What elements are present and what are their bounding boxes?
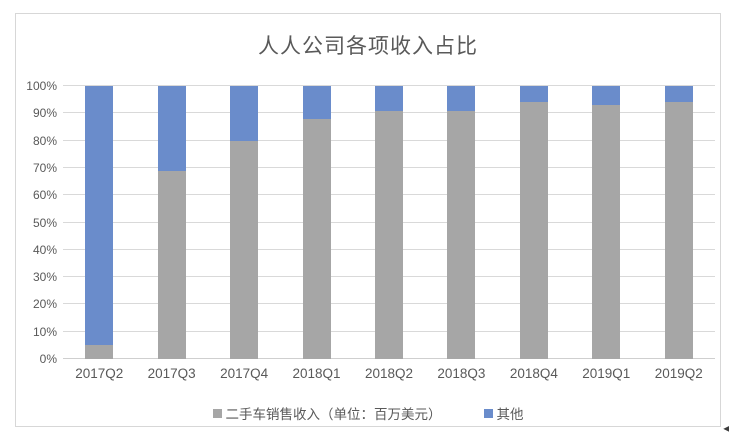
y-tick-label: 100% bbox=[26, 79, 57, 93]
legend-label: 其他 bbox=[496, 407, 524, 422]
bar-segment bbox=[157, 86, 186, 171]
legend-swatch-icon bbox=[483, 408, 493, 418]
bar-column-2017Q4 bbox=[208, 86, 280, 359]
bar-segment bbox=[157, 170, 186, 359]
y-tick-label: 20% bbox=[32, 297, 57, 312]
chart-frame: 人人公司各项收入占比 0% 10% 20% 30% 40% 50% 60% 70% 80% 90%… bbox=[15, 13, 721, 427]
bar-segment bbox=[519, 86, 548, 103]
bar-segment bbox=[447, 86, 476, 111]
gridline bbox=[63, 85, 715, 86]
x-tick-label: 2017Q4 bbox=[220, 366, 269, 381]
bar-segment bbox=[85, 345, 114, 359]
bar-segment bbox=[664, 102, 693, 359]
bar-segment bbox=[592, 86, 621, 106]
x-tick-label: 2019Q2 bbox=[654, 366, 703, 381]
y-tick-label: 70% bbox=[32, 160, 57, 175]
bar-segment bbox=[592, 105, 621, 359]
bar-column-2018Q2 bbox=[353, 86, 425, 359]
bar-column-2017Q3 bbox=[135, 86, 207, 359]
y-tick-label: 60% bbox=[32, 188, 57, 203]
x-tick-label: 2017Q2 bbox=[75, 366, 124, 381]
bar-column-2017Q2 bbox=[63, 86, 135, 359]
bar-stack bbox=[157, 86, 186, 359]
bars bbox=[63, 86, 715, 359]
bar-stack bbox=[592, 86, 621, 359]
bar-stack bbox=[447, 86, 476, 359]
legend-label: 二手车销售收入（单位：百万美元） bbox=[225, 407, 442, 422]
y-tick-label: 80% bbox=[32, 133, 57, 148]
plot-area: 0% 10% 20% 30% 40% 50% 60% 70% 80% 90% 100% bbox=[26, 79, 715, 366]
x-tick-label: 2019Q1 bbox=[582, 366, 631, 381]
bar-segment bbox=[302, 118, 331, 359]
bar-segment bbox=[374, 86, 403, 111]
y-tick-label: 40% bbox=[32, 242, 57, 257]
y-tick-label: 90% bbox=[32, 106, 57, 121]
bar-segment bbox=[374, 110, 403, 359]
x-axis-labels: 2017Q2 2017Q3 2017Q4 2018Q1 2018Q2 2018Q3 2018… bbox=[63, 366, 715, 381]
x-tick-label: 2018Q3 bbox=[437, 366, 486, 381]
legend-swatch-icon bbox=[212, 408, 222, 418]
bar-segment bbox=[85, 86, 114, 346]
bar-column-2018Q3 bbox=[425, 86, 497, 359]
bar-stack bbox=[519, 86, 548, 359]
scrollbar-arrow-icon[interactable]: ◄ bbox=[721, 423, 729, 435]
bar-stack bbox=[302, 86, 331, 359]
x-tick-label: 2018Q1 bbox=[292, 366, 341, 381]
y-tick-label: 0% bbox=[39, 352, 57, 366]
y-tick-label: 10% bbox=[32, 324, 57, 339]
x-tick-label: 2018Q4 bbox=[509, 366, 558, 381]
bar-segment bbox=[519, 102, 548, 359]
bar-column-2019Q1 bbox=[570, 86, 642, 359]
bar-segment bbox=[447, 110, 476, 359]
bar-stack bbox=[85, 86, 114, 359]
chart-title: 人人公司各项收入占比 bbox=[258, 35, 478, 58]
bar-column-2019Q2 bbox=[643, 86, 715, 359]
bar-segment bbox=[302, 86, 331, 119]
bar-column-2018Q1 bbox=[280, 86, 352, 359]
y-tick-label: 50% bbox=[32, 215, 57, 230]
legend: 二手车销售收入（单位：百万美元） 其他 bbox=[16, 403, 720, 423]
bar-stack bbox=[664, 86, 693, 359]
x-tick-label: 2017Q3 bbox=[147, 366, 196, 381]
bar-segment bbox=[230, 140, 259, 359]
legend-item: 其他 bbox=[483, 403, 524, 423]
x-tick-label: 2018Q2 bbox=[364, 366, 413, 381]
bar-stack bbox=[230, 86, 259, 359]
bar-segment bbox=[230, 86, 259, 141]
bar-stack bbox=[374, 86, 403, 359]
y-tick-label: 30% bbox=[32, 270, 57, 285]
bar-segment bbox=[664, 86, 693, 103]
bar-column-2018Q4 bbox=[498, 86, 570, 359]
legend-item: 二手车销售收入（单位：百万美元） bbox=[212, 403, 442, 423]
